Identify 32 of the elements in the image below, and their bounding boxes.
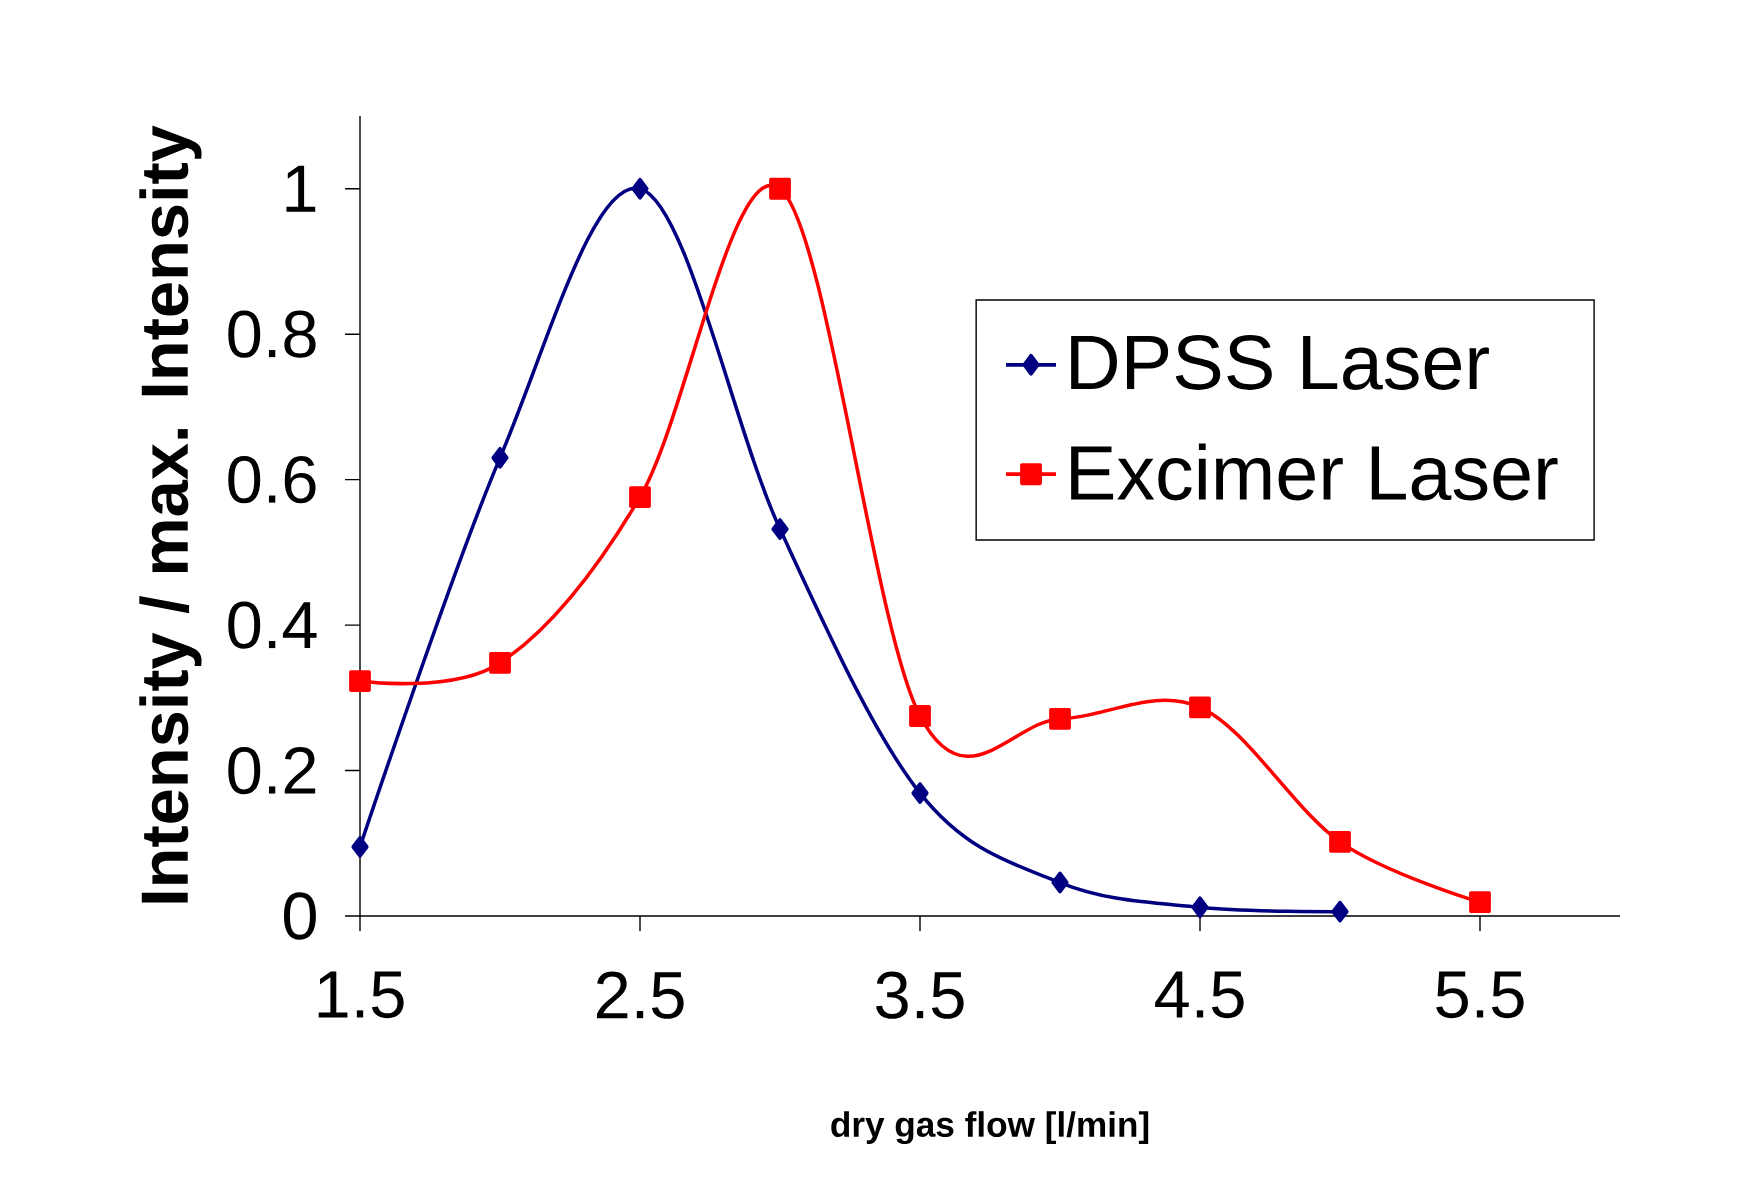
y-tick-label: 0.4 — [228, 601, 317, 649]
x-tick-label: 1.5 — [318, 971, 404, 1019]
point — [351, 836, 369, 858]
y-axis-title: Intensity / max. Intensity — [139, 125, 202, 903]
point — [1189, 696, 1211, 719]
x-tick-label: 4.5 — [1155, 971, 1244, 1019]
y-tick-label: 0.6 — [228, 455, 316, 504]
y-tick-label: 0.8 — [228, 310, 316, 358]
point — [491, 446, 509, 469]
x-tick-label: 5.5 — [1436, 971, 1524, 1019]
point — [771, 518, 789, 540]
point — [909, 705, 931, 727]
point — [1331, 900, 1349, 923]
y-tick-label: 0.2 — [228, 746, 316, 795]
point — [769, 177, 791, 200]
point — [1469, 891, 1491, 914]
point — [631, 177, 649, 200]
point — [1051, 871, 1069, 894]
y-tick-label: 0 — [283, 892, 316, 940]
point — [1049, 708, 1071, 730]
point — [349, 670, 371, 692]
point — [629, 486, 651, 508]
point — [1329, 830, 1351, 853]
point — [489, 652, 511, 674]
legend-label: DPSS Laser — [1071, 335, 1489, 390]
x-tick-label: 3.5 — [876, 971, 964, 1019]
x-axis-title: dry gas flow [l/min] — [831, 1111, 1149, 1145]
x-tick-label: 2.5 — [596, 971, 684, 1019]
y-tick-label: 1 — [286, 165, 316, 212]
legend-label: Excimer Laser — [1071, 443, 1558, 501]
point — [1191, 896, 1209, 919]
point — [911, 782, 929, 804]
